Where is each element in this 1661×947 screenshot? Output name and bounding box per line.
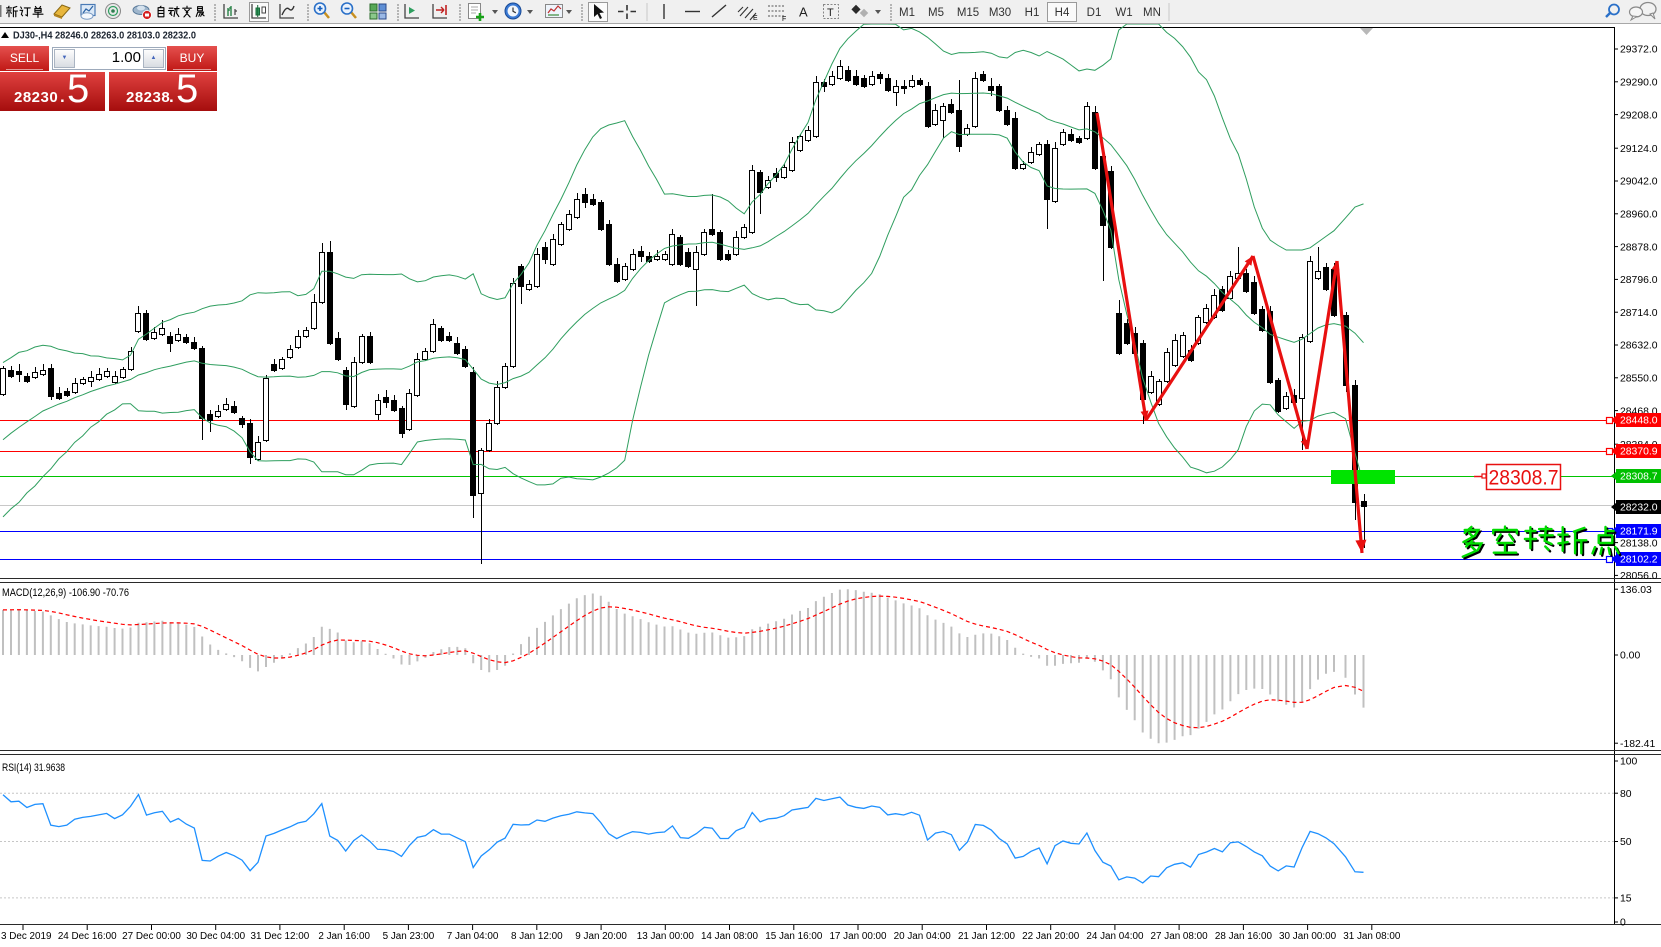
svg-text:M15: M15 [957, 7, 979, 19]
svg-text:M1: M1 [899, 7, 915, 19]
svg-text:D1: D1 [1087, 7, 1102, 19]
svg-text:0.00: 0.00 [1620, 651, 1640, 662]
svg-text:M5: M5 [928, 7, 944, 19]
svg-text:136.03: 136.03 [1620, 585, 1652, 596]
svg-text:28138.0: 28138.0 [1620, 538, 1658, 549]
svg-text:MN: MN [1143, 7, 1161, 19]
svg-text:28468.0: 28468.0 [1620, 406, 1658, 417]
svg-text:28370.9: 28370.9 [1620, 447, 1658, 458]
svg-text:W1: W1 [1115, 7, 1132, 19]
svg-text:31 Jan 08:00: 31 Jan 08:00 [1343, 931, 1401, 942]
svg-text:28232.0: 28232.0 [1620, 503, 1658, 514]
svg-text:E: E [753, 15, 758, 22]
svg-text:27 Jan 08:00: 27 Jan 08:00 [1151, 931, 1209, 942]
svg-text:50: 50 [1620, 837, 1632, 848]
svg-text:8 Jan 12:00: 8 Jan 12:00 [511, 931, 563, 942]
svg-text:29124.0: 29124.0 [1620, 144, 1658, 155]
svg-text:29290.0: 29290.0 [1620, 78, 1658, 89]
svg-text:A: A [799, 5, 808, 20]
svg-text:28102.2: 28102.2 [1620, 555, 1658, 566]
svg-text:3 Dec 2019: 3 Dec 2019 [1, 931, 52, 942]
svg-text:5 Jan 23:00: 5 Jan 23:00 [383, 931, 435, 942]
svg-text:30 Jan 00:00: 30 Jan 00:00 [1279, 931, 1337, 942]
svg-text:13 Jan 00:00: 13 Jan 00:00 [637, 931, 695, 942]
svg-text:-182.41: -182.41 [1620, 739, 1655, 750]
svg-text:28878.0: 28878.0 [1620, 242, 1658, 253]
svg-text:24 Jan 04:00: 24 Jan 04:00 [1086, 931, 1144, 942]
svg-text:RSI(14) 31.9638: RSI(14) 31.9638 [2, 762, 65, 774]
svg-text:0: 0 [1620, 918, 1626, 929]
svg-text:28308.7: 28308.7 [1489, 467, 1559, 490]
svg-text:F: F [782, 16, 786, 23]
svg-text:15: 15 [1620, 894, 1632, 905]
svg-text:28960.0: 28960.0 [1620, 210, 1658, 221]
svg-text:M30: M30 [989, 7, 1011, 19]
svg-text:9 Jan 20:00: 9 Jan 20:00 [575, 931, 627, 942]
svg-text:28714.0: 28714.0 [1620, 308, 1658, 319]
svg-text:21 Jan 12:00: 21 Jan 12:00 [958, 931, 1016, 942]
svg-text:2 Jan 16:00: 2 Jan 16:00 [318, 931, 370, 942]
svg-text:14 Jan 08:00: 14 Jan 08:00 [701, 931, 759, 942]
svg-text:28056.0: 28056.0 [1620, 571, 1658, 582]
svg-text:28448.0: 28448.0 [1620, 416, 1658, 427]
svg-text:80: 80 [1620, 789, 1632, 800]
svg-text:100: 100 [1620, 757, 1638, 768]
svg-text:24 Dec 16:00: 24 Dec 16:00 [58, 931, 117, 942]
svg-text:20 Jan 04:00: 20 Jan 04:00 [894, 931, 952, 942]
svg-text:T: T [827, 7, 834, 19]
svg-text:22 Jan 20:00: 22 Jan 20:00 [1022, 931, 1080, 942]
svg-text:7 Jan 04:00: 7 Jan 04:00 [447, 931, 499, 942]
svg-text:29372.0: 29372.0 [1620, 45, 1658, 56]
svg-text:31 Dec 12:00: 31 Dec 12:00 [251, 931, 310, 942]
svg-text:28550.0: 28550.0 [1620, 374, 1658, 385]
svg-text:29208.0: 29208.0 [1620, 110, 1658, 121]
svg-text:30 Dec 04:00: 30 Dec 04:00 [186, 931, 245, 942]
svg-text:29042.0: 29042.0 [1620, 177, 1658, 188]
svg-text:15 Jan 16:00: 15 Jan 16:00 [765, 931, 823, 942]
svg-text:28796.0: 28796.0 [1620, 275, 1658, 286]
svg-text:28171.9: 28171.9 [1620, 527, 1658, 538]
svg-text:27 Dec 00:00: 27 Dec 00:00 [122, 931, 181, 942]
svg-text:DJ30-,H4 28246.0 28263.0 2810: DJ30-,H4 28246.0 28263.0 28103.0 28232.0 [13, 31, 196, 42]
svg-text:28632.0: 28632.0 [1620, 341, 1658, 352]
svg-text:28 Jan 16:00: 28 Jan 16:00 [1215, 931, 1273, 942]
svg-text:H4: H4 [1055, 7, 1070, 19]
svg-text:H1: H1 [1025, 7, 1040, 19]
svg-text:17 Jan 00:00: 17 Jan 00:00 [829, 931, 887, 942]
svg-text:MACD(12,26,9) -106.90 -70.76: MACD(12,26,9) -106.90 -70.76 [2, 587, 129, 599]
svg-text:28308.7: 28308.7 [1620, 472, 1658, 483]
